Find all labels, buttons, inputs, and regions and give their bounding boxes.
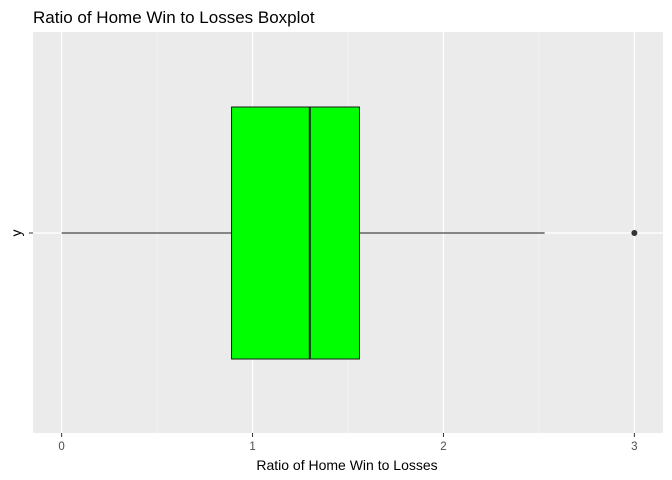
- x-tick-label: 0: [58, 441, 64, 453]
- x-tick-label: 3: [631, 441, 637, 453]
- y-category-label: y: [8, 230, 24, 237]
- iqr-box: [231, 106, 360, 360]
- x-tick-label: 2: [440, 441, 446, 453]
- y-axis-ticks: y: [8, 230, 33, 237]
- chart-title: Ratio of Home Win to Losses Boxplot: [33, 8, 315, 27]
- boxplot-marks: [61, 106, 638, 360]
- x-tick-label: 1: [249, 441, 255, 453]
- outlier-point: [631, 230, 638, 236]
- x-axis-title: Ratio of Home Win to Losses: [256, 457, 437, 473]
- x-axis-ticks: 0 1 2 3: [58, 433, 638, 453]
